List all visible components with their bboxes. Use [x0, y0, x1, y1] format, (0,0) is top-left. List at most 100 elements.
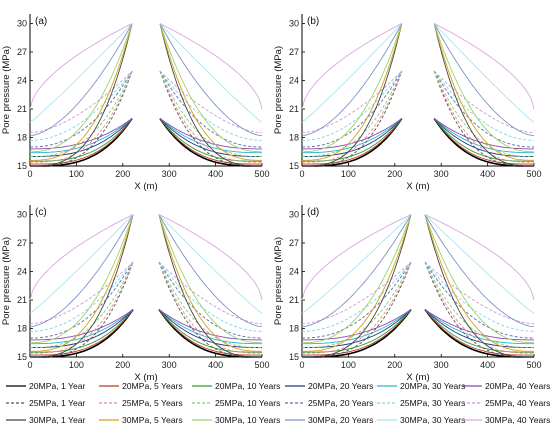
legend-item: 30MPa, 40 Years: [462, 415, 550, 425]
y-tick-label: 24: [289, 76, 299, 86]
series-line: [158, 261, 263, 332]
x-tick-label: 500: [254, 360, 269, 370]
y-tick-label: 27: [17, 238, 27, 248]
y-tick-label: 30: [17, 210, 27, 220]
legend-item: 25MPa, 20 Years: [285, 398, 373, 408]
legend-label: 20MPa, 10 Years: [215, 381, 280, 391]
x-tick-label: 400: [480, 169, 495, 179]
legend-item: 25MPa, 5 Years: [99, 398, 183, 408]
series-line: [29, 23, 133, 153]
legend-label: 25MPa, 20 Years: [308, 398, 373, 408]
series-line: [30, 70, 133, 157]
legend-label: 20MPa, 30 Years: [400, 381, 465, 391]
y-tick-label: 15: [17, 161, 27, 171]
y-axis-label: Pore pressure (MPa): [1, 46, 12, 134]
series-line: [30, 23, 133, 161]
series-line: [30, 118, 133, 165]
legend-label: 25MPa, 30 Years: [400, 398, 465, 408]
series-line: [29, 214, 134, 314]
panel-label: (b): [307, 16, 319, 27]
series-line: [301, 23, 403, 110]
legend-item: 30MPa, 5 Years: [99, 415, 183, 425]
x-tick-label: 0: [299, 360, 304, 370]
x-axis-label: X (m): [134, 372, 157, 383]
series-line: [424, 261, 534, 348]
y-tick-label: 24: [17, 267, 27, 277]
series-line: [302, 70, 403, 148]
series-line: [433, 118, 534, 150]
series-line: [433, 70, 534, 148]
series-line: [424, 214, 535, 301]
series-line: [433, 70, 534, 163]
series-line: [158, 309, 262, 341]
x-tick-label: 0: [27, 169, 32, 179]
legend-label: 20MPa, 5 Years: [122, 381, 183, 391]
y-tick-label: 27: [289, 238, 299, 248]
series-line: [30, 309, 134, 341]
series-line: [30, 214, 134, 352]
y-tick-label: 18: [289, 133, 299, 143]
y-tick-label: 18: [289, 324, 299, 334]
series-line: [302, 118, 403, 165]
series-line: [301, 214, 412, 314]
series-line: [29, 261, 134, 325]
x-tick-label: 100: [341, 360, 356, 370]
series-line: [302, 214, 412, 352]
series-line: [159, 118, 262, 154]
series-line: [424, 261, 534, 354]
series-line: [433, 118, 534, 167]
series-line: [30, 70, 133, 148]
series-line: [424, 309, 534, 356]
y-tick-label: 21: [289, 104, 299, 114]
y-tick-label: 30: [289, 19, 299, 29]
series-line: [301, 261, 412, 325]
series-line: [29, 214, 134, 328]
series-line: [302, 309, 412, 345]
y-tick-label: 15: [17, 352, 27, 362]
series-line: [424, 261, 535, 325]
series-line: [302, 70, 403, 157]
x-axis-label: X (m): [134, 181, 157, 192]
series-line: [301, 23, 403, 123]
legend-label: 30MPa, 20 Years: [308, 415, 373, 425]
series-line: [30, 309, 134, 345]
series-line: [29, 70, 133, 134]
series-line: [29, 214, 134, 344]
legend-item: 30MPa, 20 Years: [285, 415, 373, 425]
legend-label: 30MPa, 10 Years: [215, 415, 280, 425]
series-line: [158, 214, 263, 328]
series-line: [29, 23, 133, 123]
series-line: [424, 309, 535, 353]
series-line: [301, 261, 412, 332]
series-line: [433, 118, 534, 154]
series-line: [433, 118, 535, 162]
x-axis-label: X (m): [406, 181, 429, 192]
series-line: [433, 118, 534, 165]
x-tick-label: 300: [162, 169, 177, 179]
series-line: [159, 118, 262, 150]
panel-label: (d): [307, 207, 319, 218]
x-tick-label: 0: [27, 360, 32, 370]
legend-item: 20MPa, 40 Years: [462, 381, 550, 391]
series-line: [29, 70, 133, 141]
x-tick-label: 300: [434, 169, 449, 179]
series-line: [301, 23, 403, 137]
y-tick-label: 21: [17, 104, 27, 114]
series-line: [433, 23, 535, 110]
series-line: [30, 309, 134, 356]
legend-item: 25MPa, 40 Years: [462, 398, 550, 408]
series-line: [433, 70, 534, 157]
y-tick-label: 15: [289, 352, 299, 362]
panel-label: (c): [35, 207, 47, 218]
series-line: [424, 309, 534, 345]
series-line: [302, 261, 412, 354]
series-line: [159, 23, 263, 137]
series-line: [29, 261, 134, 332]
legend-item: 20MPa, 1 Year: [6, 381, 86, 391]
series-line: [301, 214, 412, 301]
series-line: [433, 70, 535, 134]
legend-label: 25MPa, 1 Year: [29, 398, 86, 408]
